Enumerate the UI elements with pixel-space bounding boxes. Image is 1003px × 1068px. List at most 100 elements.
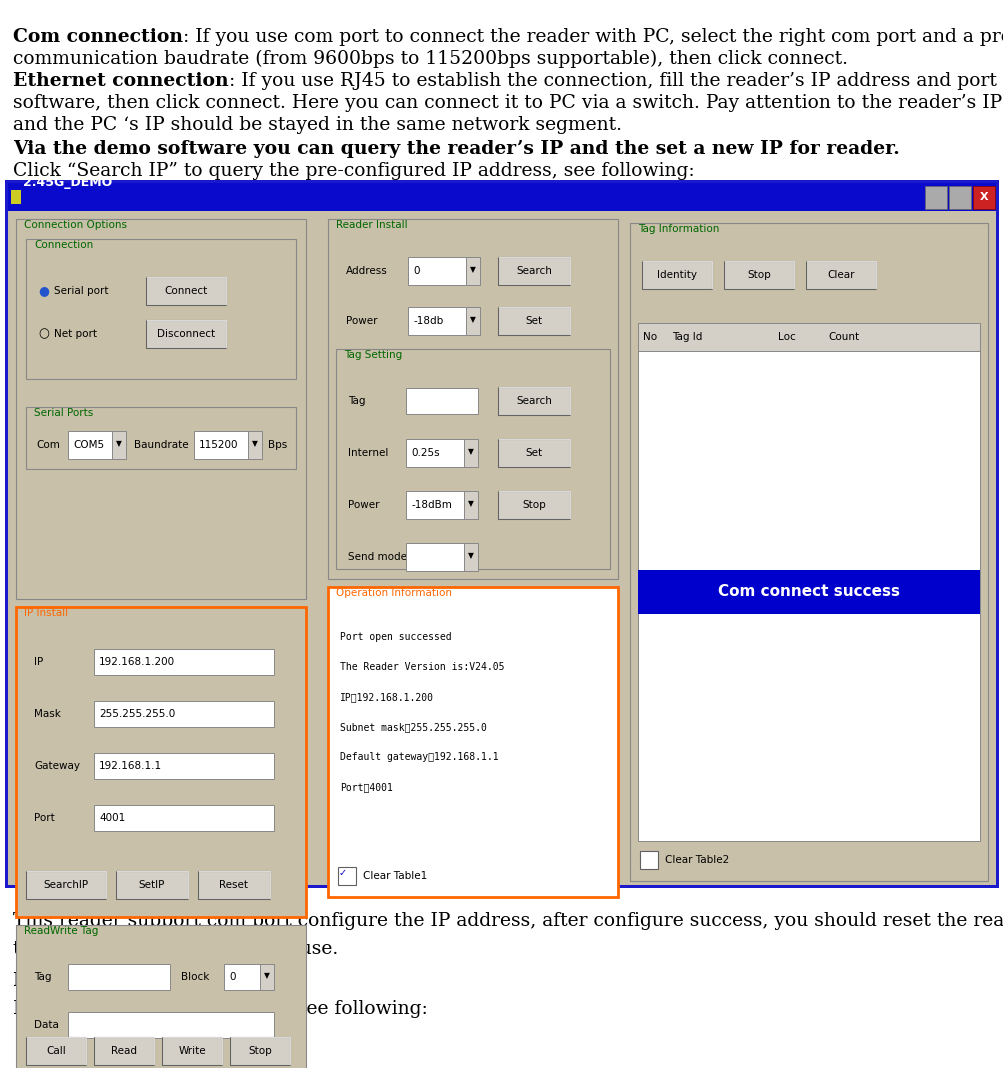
Text: Clear: Clear <box>826 270 854 280</box>
Text: This reader support com port configure the IP address, after configure success, : This reader support com port configure t… <box>13 912 1003 930</box>
Text: Call: Call <box>46 1046 66 1056</box>
FancyBboxPatch shape <box>637 323 979 351</box>
FancyBboxPatch shape <box>465 307 479 335</box>
FancyBboxPatch shape <box>639 851 657 869</box>
Text: Clear Table2: Clear Table2 <box>664 855 728 865</box>
FancyBboxPatch shape <box>407 257 479 285</box>
FancyBboxPatch shape <box>68 964 170 990</box>
Text: ▼: ▼ <box>252 440 258 449</box>
FancyBboxPatch shape <box>68 1012 274 1038</box>
FancyBboxPatch shape <box>116 871 188 899</box>
FancyBboxPatch shape <box>198 871 270 899</box>
Text: Stop: Stop <box>746 270 770 280</box>
Text: SetIP: SetIP <box>138 880 165 890</box>
FancyBboxPatch shape <box>145 320 226 348</box>
Text: Mask: Mask <box>34 709 61 719</box>
Text: 255.255.255.0: 255.255.255.0 <box>99 709 176 719</box>
Text: Subnet mask：255.255.255.0: Subnet mask：255.255.255.0 <box>340 722 486 732</box>
FancyBboxPatch shape <box>948 186 970 209</box>
FancyBboxPatch shape <box>16 607 306 917</box>
Text: Serial port: Serial port <box>54 286 108 296</box>
Text: Com connection: Com connection <box>13 28 183 46</box>
Text: Net port: Net port <box>54 329 97 339</box>
Text: 2.45G_DEMO: 2.45G_DEMO <box>23 176 112 189</box>
FancyBboxPatch shape <box>805 261 876 289</box>
Text: : If you use com port to connect the reader with PC, select the right com port a: : If you use com port to connect the rea… <box>183 28 1003 46</box>
FancyBboxPatch shape <box>405 543 477 571</box>
Text: X: X <box>979 192 987 203</box>
FancyBboxPatch shape <box>26 407 296 469</box>
Text: 0: 0 <box>412 266 419 276</box>
Text: the IP address can be valid to use.: the IP address can be valid to use. <box>13 940 338 958</box>
Text: and the PC ‘s IP should be stayed in the same network segment.: and the PC ‘s IP should be stayed in the… <box>13 116 622 134</box>
FancyBboxPatch shape <box>637 570 979 614</box>
FancyBboxPatch shape <box>16 925 306 1068</box>
FancyBboxPatch shape <box>26 871 106 899</box>
FancyBboxPatch shape <box>924 186 946 209</box>
FancyBboxPatch shape <box>94 701 274 727</box>
Text: Operation Information: Operation Information <box>336 588 451 598</box>
FancyBboxPatch shape <box>463 543 477 571</box>
Text: ▼: ▼ <box>467 551 473 561</box>
Text: ▼: ▼ <box>469 266 475 274</box>
Text: Tag Information: Tag Information <box>637 224 719 234</box>
FancyBboxPatch shape <box>328 587 618 897</box>
Text: Reset: Reset <box>220 880 249 890</box>
FancyBboxPatch shape <box>407 307 479 335</box>
Text: -18db: -18db <box>412 316 442 326</box>
Text: Click “Search IP” to query the pre-configured IP address, see following:: Click “Search IP” to query the pre-confi… <box>13 162 694 180</box>
Text: Connection: Connection <box>34 240 93 250</box>
Text: Connection Options: Connection Options <box>24 220 126 230</box>
Text: Tag: Tag <box>34 972 51 981</box>
Text: Com connect success: Com connect success <box>717 584 899 599</box>
Text: Com: Com <box>36 440 60 450</box>
Text: Bps: Bps <box>268 440 287 450</box>
Text: Reader Install: Reader Install <box>336 220 407 230</box>
FancyBboxPatch shape <box>16 219 306 599</box>
FancyBboxPatch shape <box>161 1037 222 1065</box>
Text: ○: ○ <box>38 328 49 341</box>
Text: ReadWrite Tag: ReadWrite Tag <box>24 926 98 936</box>
Text: Tag: Tag <box>348 396 365 406</box>
Text: ▼: ▼ <box>469 315 475 325</box>
Text: Write: Write <box>178 1046 206 1056</box>
Text: Tag Id: Tag Id <box>671 332 702 342</box>
Text: : If you use RJ45 to establish the connection, fill the reader’s IP address and : : If you use RJ45 to establish the conne… <box>229 72 1003 90</box>
Text: COM5: COM5 <box>73 440 104 450</box>
FancyBboxPatch shape <box>145 277 226 305</box>
Text: communication baudrate (from 9600bps to 115200bps supportable), then click conne: communication baudrate (from 9600bps to … <box>13 50 848 68</box>
Text: ▼: ▼ <box>264 972 270 980</box>
Text: The Reader Version is:V24.05: The Reader Version is:V24.05 <box>340 662 504 672</box>
FancyBboxPatch shape <box>112 431 125 459</box>
FancyBboxPatch shape <box>8 183 995 211</box>
Text: Connect: Connect <box>164 286 208 296</box>
FancyBboxPatch shape <box>497 257 570 285</box>
Text: ●: ● <box>38 284 49 298</box>
FancyBboxPatch shape <box>465 257 479 285</box>
FancyBboxPatch shape <box>972 186 994 209</box>
Text: Port：4001: Port：4001 <box>340 782 392 792</box>
FancyBboxPatch shape <box>328 219 618 579</box>
Text: IP Install: IP Install <box>24 608 68 618</box>
Text: Address: Address <box>346 266 387 276</box>
FancyBboxPatch shape <box>94 649 274 675</box>
FancyBboxPatch shape <box>629 223 987 881</box>
Text: 0.25s: 0.25s <box>410 447 439 458</box>
Text: Power: Power <box>346 316 377 326</box>
FancyBboxPatch shape <box>497 307 570 335</box>
Text: Block: Block <box>181 972 210 981</box>
Text: Identity: Identity <box>656 270 696 280</box>
Text: Send mode: Send mode <box>348 552 406 562</box>
FancyBboxPatch shape <box>26 1037 86 1065</box>
Text: Tag Setting: Tag Setting <box>344 350 402 360</box>
FancyBboxPatch shape <box>641 261 711 289</box>
FancyBboxPatch shape <box>336 349 610 569</box>
Text: Ethernet connection: Ethernet connection <box>13 972 229 990</box>
Text: IP: IP <box>34 657 43 668</box>
FancyBboxPatch shape <box>248 431 262 459</box>
Text: Stop: Stop <box>522 500 546 511</box>
FancyBboxPatch shape <box>8 211 995 885</box>
Text: Loc: Loc <box>777 332 795 342</box>
Text: 192.168.1.1: 192.168.1.1 <box>99 761 161 771</box>
FancyBboxPatch shape <box>497 491 570 519</box>
